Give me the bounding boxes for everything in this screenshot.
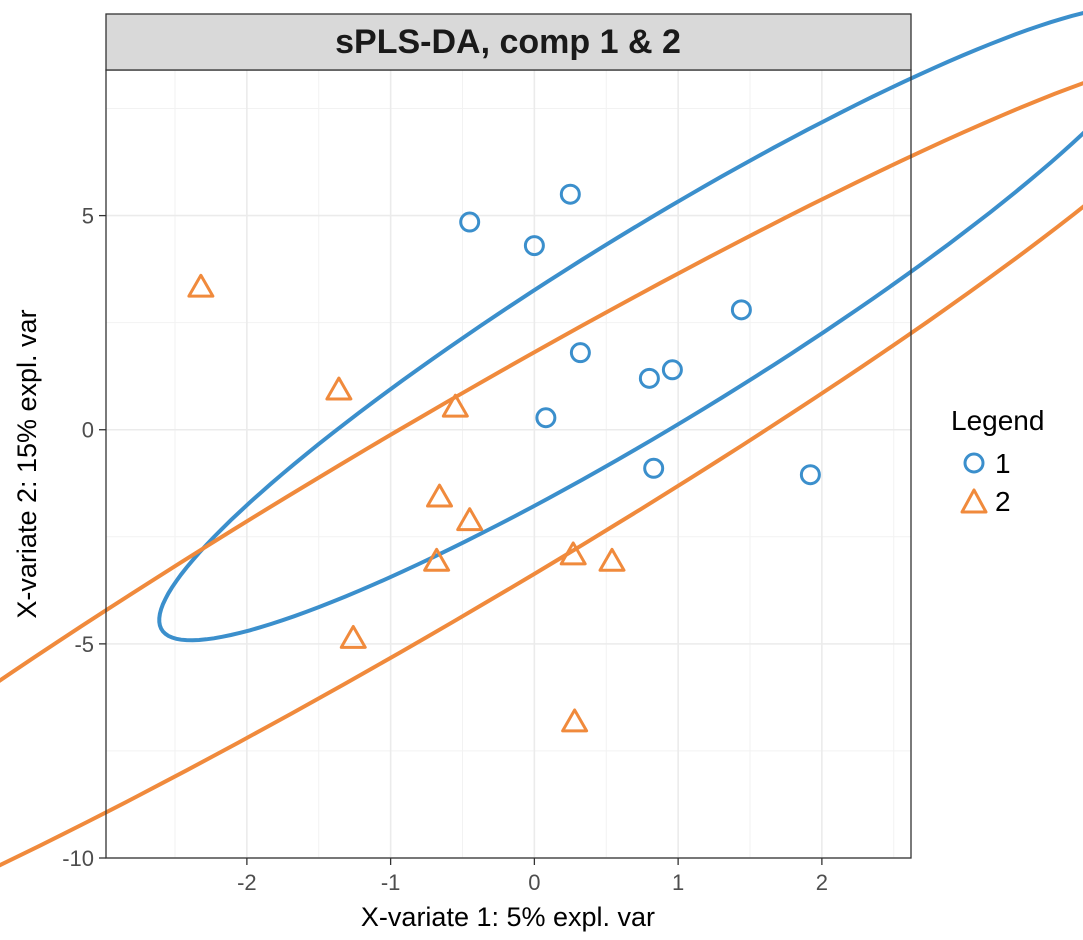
- data-point-group-2: [456, 507, 484, 532]
- data-point-group-2: [559, 541, 587, 566]
- plot-panel: [106, 70, 911, 858]
- data-point-group-2: [187, 273, 215, 298]
- data-point-group-1: [799, 464, 821, 486]
- legend: Legend 1 2: [951, 405, 1044, 517]
- data-point-group-2: [325, 376, 353, 401]
- data-point-group-1: [559, 183, 581, 205]
- x-tick-label: -1: [381, 870, 401, 895]
- axis-ticks: -2 -1 0 1 2-10-505: [62, 204, 828, 895]
- y-tick-label: -10: [62, 846, 94, 871]
- data-points: [187, 183, 821, 733]
- data-point-group-2: [441, 393, 469, 418]
- data-point-group-2: [423, 547, 451, 572]
- x-tick-label: -2: [237, 870, 257, 895]
- chart-title: sPLS-DA, comp 1 & 2: [335, 23, 681, 61]
- data-point-group-1: [730, 299, 752, 321]
- legend-label-1: 1: [995, 448, 1011, 479]
- title-strip: [105, 13, 912, 71]
- y-axis-title: X-variate 2: 15% expl. var: [12, 309, 42, 618]
- ellipse-group-2: [0, 81, 1083, 868]
- legend-label-2: 2: [995, 486, 1011, 517]
- grid-lines: [106, 70, 911, 859]
- y-tick-label: 0: [82, 418, 94, 443]
- data-point-group-1: [459, 211, 481, 233]
- data-point-group-1: [638, 367, 660, 389]
- data-point-group-2: [598, 547, 626, 572]
- data-point-group-2: [426, 483, 453, 508]
- legend-title: Legend: [951, 405, 1044, 436]
- data-point-group-2: [339, 624, 367, 649]
- confidence-ellipses: [0, 11, 1083, 868]
- x-tick-label: 2: [816, 870, 828, 895]
- data-point-group-1: [523, 235, 545, 257]
- y-tick-label: -5: [74, 632, 94, 657]
- x-axis-title: X-variate 1: 5% expl. var: [361, 902, 655, 932]
- legend-circle-icon: [963, 452, 985, 474]
- data-point-group-1: [643, 457, 665, 479]
- data-point-group-1: [661, 359, 683, 381]
- ellipse-group-1: [157, 11, 1083, 643]
- legend-triangle-icon: [960, 488, 988, 514]
- x-tick-label: 1: [672, 870, 684, 895]
- data-point-group-1: [569, 342, 591, 364]
- y-tick-label: 5: [82, 204, 94, 229]
- data-point-group-2: [561, 708, 589, 733]
- data-point-group-1: [535, 407, 557, 429]
- x-tick-label: 0: [528, 870, 540, 895]
